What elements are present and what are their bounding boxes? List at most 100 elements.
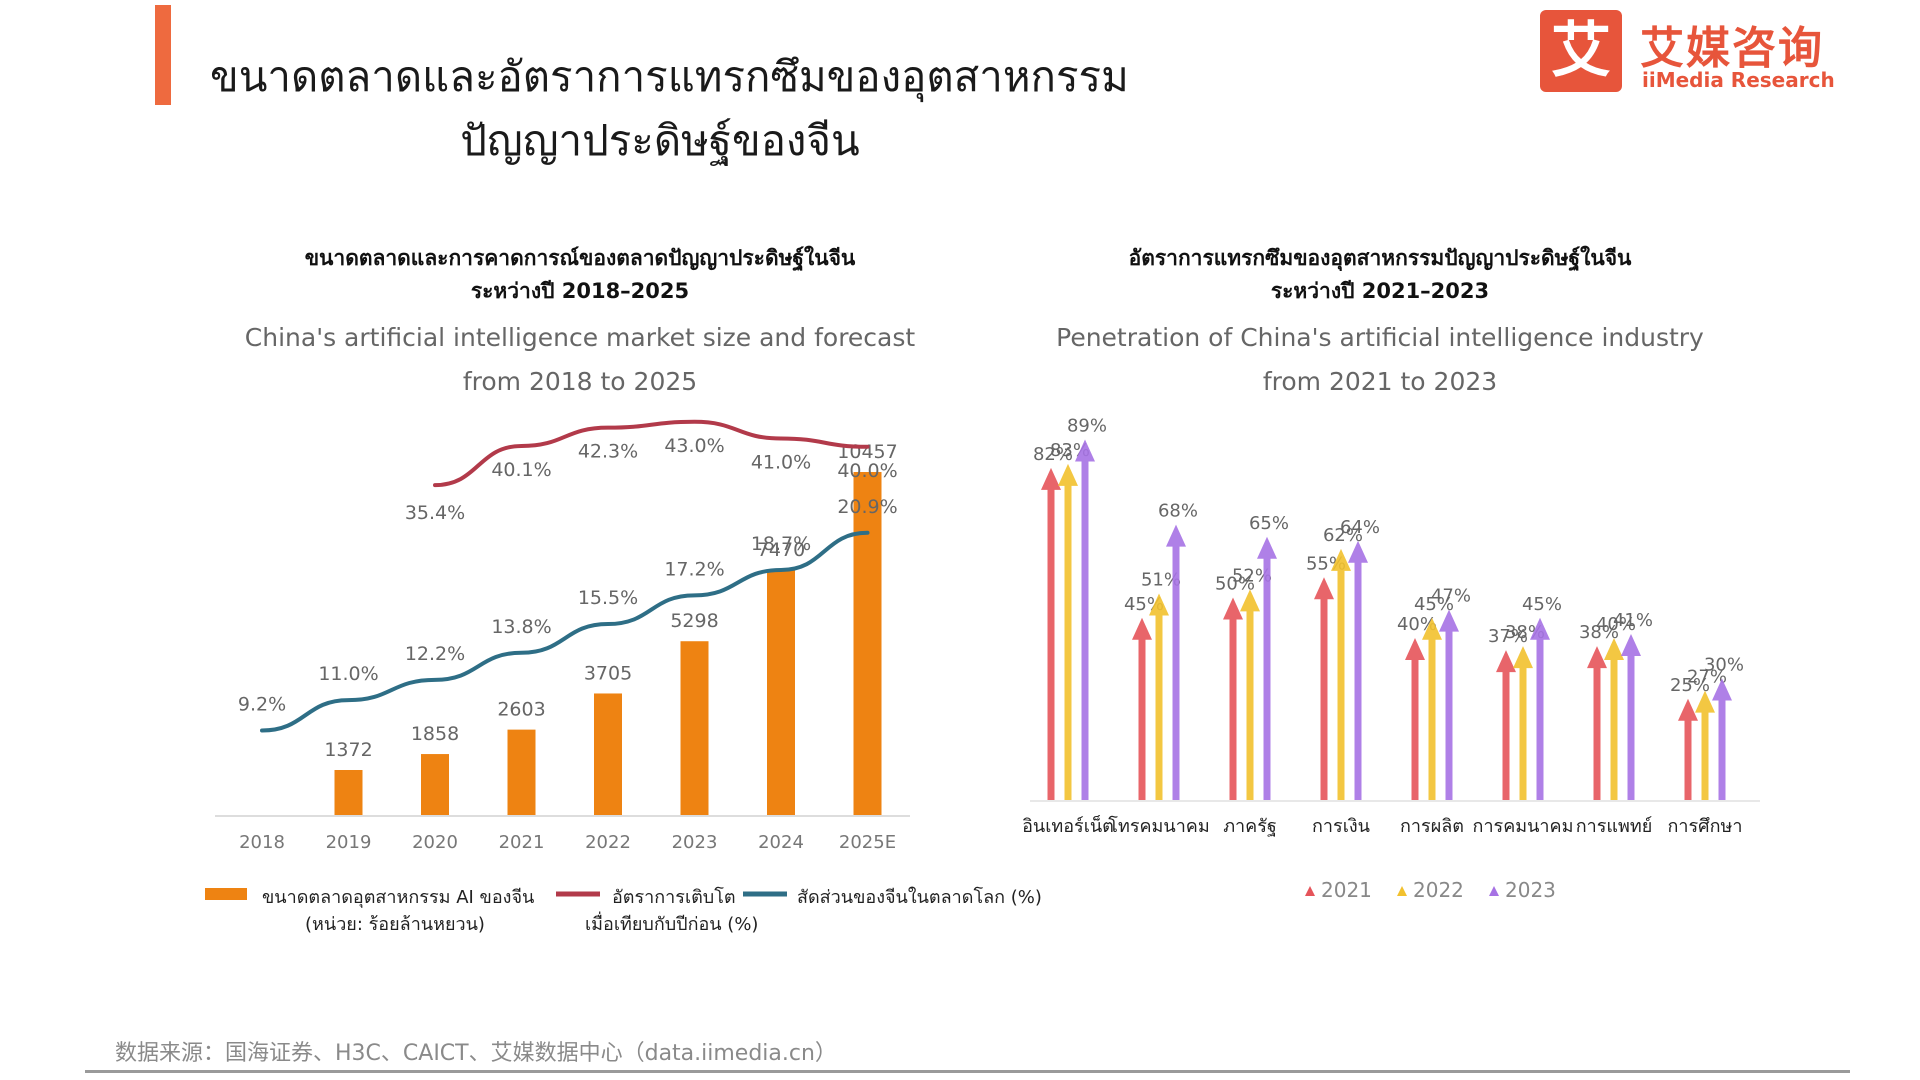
left-x-tick-label: 2020 — [412, 832, 458, 853]
market-size-bar — [767, 569, 795, 815]
right-x-tick-label: ภาครัฐ — [1223, 816, 1277, 837]
legend-label-market-size-line1: ขนาดตลาดอุตสาหกรรม AI ของจีน — [262, 887, 534, 908]
penetration-arrow-2022 — [1513, 646, 1533, 800]
global-share-label: 17.2% — [664, 558, 724, 580]
market-size-bar — [680, 641, 709, 815]
penetration-label-2021: 38% — [1579, 622, 1619, 643]
penetration-label-2022: 40% — [1596, 614, 1636, 635]
penetration-arrow-2021 — [1314, 577, 1334, 800]
penetration-arrow-2021 — [1496, 650, 1516, 800]
penetration-label-2021: 50% — [1215, 574, 1255, 595]
penetration-label-2022: 52% — [1232, 565, 1272, 586]
global-share-label: 12.2% — [405, 643, 465, 665]
legend-label-market-size-line2: (หน่วย: ร้อยล้านหยวน) — [305, 914, 485, 935]
penetration-label-2023: 65% — [1249, 513, 1289, 534]
penetration-arrow-2023 — [1712, 678, 1732, 800]
logo-glyph: 艾 — [1540, 10, 1622, 92]
right-chart-title-th: อัตราการแทรกซึมของอุตสาหกรรมปัญญาประดิษฐ… — [1000, 242, 1760, 308]
penetration-label-2022: 62% — [1323, 525, 1363, 546]
penetration-arrow-2023 — [1621, 633, 1641, 800]
penetration-label-2023: 89% — [1067, 416, 1107, 437]
penetration-label-2023: 64% — [1340, 517, 1380, 538]
penetration-arrow-2022 — [1058, 463, 1078, 800]
right-chart-title-en-line1: Penetration of China's artificial intell… — [1056, 323, 1704, 352]
penetration-arrow-2022 — [1695, 690, 1715, 800]
penetration-label-2022: 51% — [1141, 569, 1181, 590]
penetration-label-2023: 30% — [1704, 655, 1744, 676]
penetration-arrow-2022 — [1149, 593, 1169, 800]
market-size-bar — [853, 472, 882, 815]
right-x-tick-label: โทรคมนาคม — [1108, 815, 1209, 837]
right-chart-title-th-line1: อัตราการแทรกซึมของอุตสาหกรรมปัญญาประดิษฐ… — [1128, 246, 1632, 270]
global-share — [260, 530, 870, 733]
penetration-arrow-2022 — [1422, 617, 1442, 800]
growth-rate-label: 40.0% — [837, 460, 897, 482]
legend-label-global-share: สัดส่วนของจีนในตลาดโลก (%) — [797, 886, 1042, 908]
global-share-label: 18.7% — [751, 533, 811, 555]
left-x-tick-label: 2021 — [499, 832, 545, 853]
penetration-arrow-2021 — [1678, 698, 1698, 800]
market-size-label: 1372 — [324, 739, 372, 761]
penetration-label-2022: 45% — [1414, 594, 1454, 615]
market-size-bar — [507, 729, 536, 815]
market-size-bar — [334, 769, 363, 815]
penetration-label-2021: 25% — [1670, 675, 1710, 696]
penetration-arrow-2023 — [1439, 609, 1459, 800]
page-title: ขนาดตลาดและอัตราการแทรกซึมของอุตสาหกรรม … — [210, 45, 1129, 173]
penetration-arrow-2021 — [1132, 617, 1152, 800]
penetration-arrow-2022 — [1331, 548, 1351, 800]
growth-rate-label: 40.1% — [491, 459, 551, 481]
left-x-tick-label: 2023 — [672, 832, 718, 853]
legend-swatch-2021 — [1305, 886, 1315, 896]
penetration-label-2022: 27% — [1687, 667, 1727, 688]
market-size-label: 3705 — [584, 662, 632, 684]
right-x-tick-label: การคมนาคม — [1473, 816, 1574, 837]
penetration-arrow-2022 — [1604, 638, 1624, 800]
market-size-label: 1858 — [411, 723, 459, 745]
iimedia-logo: 艾 艾媒咨询 iiMedia Research — [1540, 10, 1860, 100]
penetration-label-2023: 45% — [1522, 594, 1562, 615]
global-share-label: 20.9% — [837, 496, 897, 518]
page-title-line2: ปัญญาประดิษฐ์ของจีน — [460, 116, 860, 165]
market-size-label: 2603 — [497, 699, 545, 721]
global-share-label: 13.8% — [491, 616, 551, 638]
penetration-label-2021: 37% — [1488, 626, 1528, 647]
growth-rate-label: 41.0% — [751, 451, 811, 473]
left-chart-title-th: ขนาดตลาดและการคาดการณ์ของตลาดปัญญาประดิษ… — [190, 242, 970, 308]
growth-rate — [433, 419, 870, 488]
global-share-label: 9.2% — [238, 694, 286, 716]
global-share-label: 11.0% — [318, 663, 378, 685]
legend-label-growth-line2: เมื่อเทียบกับปีก่อน (%) — [585, 911, 758, 935]
growth-rate-label: 42.3% — [578, 441, 638, 463]
left-chart-title-th-line1: ขนาดตลาดและการคาดการณ์ของตลาดปัญญาประดิษ… — [304, 246, 856, 270]
legend-swatch-2022 — [1397, 886, 1407, 896]
market-size-bar — [421, 754, 449, 815]
right-x-tick-label: การแพทย์ — [1576, 816, 1653, 837]
legend-swatch-market-size — [205, 888, 247, 900]
penetration-arrow-2023 — [1530, 617, 1550, 800]
logo-chinese-name: 艾媒咨询 — [1640, 23, 1824, 74]
left-x-tick-label: 2022 — [585, 832, 631, 853]
logo-english-name: iiMedia Research — [1642, 68, 1835, 92]
penetration-arrow-2021 — [1223, 597, 1243, 800]
right-x-tick-label: การศึกษา — [1668, 816, 1743, 837]
penetration-label-2021: 82% — [1033, 444, 1073, 465]
left-chart-title-en-line2: from 2018 to 2025 — [462, 367, 698, 396]
left-chart-title-en-line1: China's artificial intelligence market s… — [244, 323, 916, 352]
left-chart-title-th-line2: ระหว่างปี 2018–2025 — [470, 279, 690, 303]
growth-rate-label: 35.4% — [405, 502, 465, 524]
penetration-arrow-2021 — [1587, 646, 1607, 800]
left-x-tick-label: 2019 — [326, 832, 372, 853]
right-x-tick-label: การผลิต — [1400, 816, 1464, 837]
legend-swatch-2023 — [1489, 886, 1499, 896]
right-chart-title-th-line2: ระหว่างปี 2021–2023 — [1270, 279, 1490, 303]
penetration-label-2023: 47% — [1431, 586, 1471, 607]
penetration-arrow-2023 — [1257, 536, 1277, 800]
left-x-tick-label: 2024 — [758, 832, 804, 853]
penetration-arrow-2021 — [1041, 467, 1061, 800]
penetration-arrow-2023 — [1348, 540, 1368, 800]
penetration-arrow-2022 — [1240, 589, 1260, 800]
penetration-arrow-2021 — [1405, 638, 1425, 800]
footer-divider — [85, 1070, 1850, 1073]
